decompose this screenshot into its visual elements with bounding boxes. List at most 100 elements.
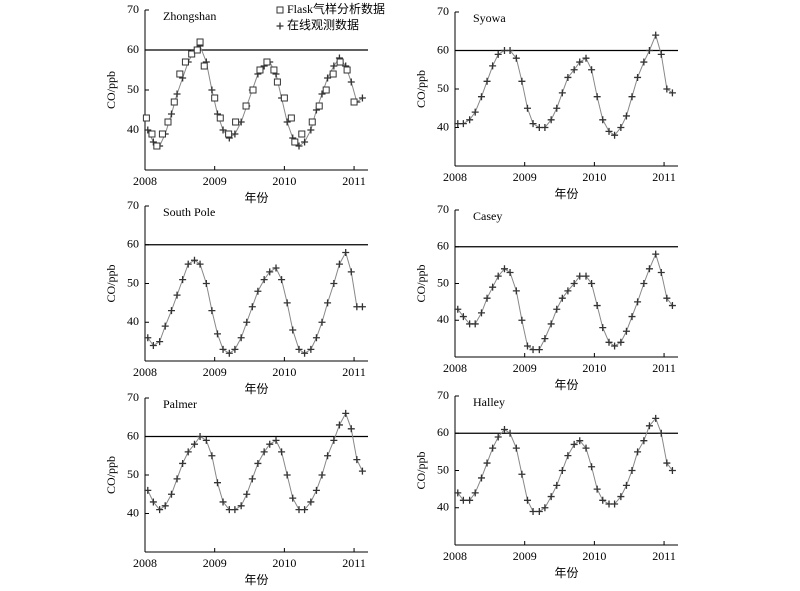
square-marker: [142, 114, 150, 122]
x-axis-label: 年份: [554, 566, 578, 580]
plus-marker: [564, 452, 572, 460]
plus-marker: [494, 433, 502, 441]
plus-marker: [529, 507, 537, 515]
plus-marker: [617, 124, 625, 131]
plus-marker: [283, 299, 291, 307]
plus-marker: [144, 126, 152, 134]
plus-marker: [260, 448, 268, 456]
plus-marker: [512, 54, 520, 62]
plus-marker: [149, 498, 157, 506]
y-axis-label: CO/ppb: [104, 264, 118, 302]
plus-marker: [564, 73, 572, 81]
y-axis-label: CO/ppb: [104, 71, 118, 109]
plus-marker: [347, 78, 355, 86]
x-tick-label: 2008: [443, 170, 467, 184]
panel-title: Casey: [473, 209, 502, 223]
plus-marker: [149, 342, 157, 349]
plus-marker: [617, 338, 625, 346]
plus-marker: [307, 498, 315, 506]
plus-marker: [483, 459, 491, 467]
x-tick-label: 2009: [513, 361, 537, 375]
y-axis-label: CO/ppb: [414, 451, 428, 489]
plus-marker: [668, 467, 676, 474]
plus-marker: [582, 272, 590, 280]
x-tick-label: 2010: [582, 170, 606, 184]
x-axis-label: 年份: [554, 187, 578, 201]
plus-marker: [558, 294, 566, 302]
plus-marker: [266, 268, 274, 276]
plus-marker: [657, 50, 665, 58]
plus-marker: [254, 287, 262, 295]
square-marker: [315, 102, 323, 110]
plus-marker: [335, 260, 343, 268]
x-tick-label: 2010: [582, 361, 606, 375]
y-tick-label: 40: [127, 122, 139, 136]
y-tick-label: 60: [437, 425, 449, 439]
plus-marker: [324, 452, 332, 460]
series-line: [147, 251, 363, 354]
plus-marker: [179, 276, 187, 284]
plus-marker: [645, 47, 653, 54]
x-tick-label: 2011: [342, 174, 366, 188]
plus-marker: [518, 316, 526, 324]
plus-marker: [330, 62, 338, 70]
plus-marker: [483, 294, 491, 302]
plus-marker: [640, 437, 648, 445]
legend-symbol: [276, 22, 284, 30]
plus-marker: [347, 268, 355, 276]
x-tick-label: 2009: [203, 174, 227, 188]
plus-marker: [173, 90, 181, 98]
square-marker: [329, 70, 337, 78]
square-marker: [188, 50, 196, 58]
square-marker: [263, 58, 271, 66]
plus-marker: [477, 474, 485, 482]
plus-marker: [628, 93, 636, 101]
plus-marker: [663, 294, 671, 302]
square-marker: [270, 66, 278, 74]
y-tick-label: 40: [127, 314, 139, 328]
x-tick-label: 2009: [203, 556, 227, 570]
plus-marker: [243, 490, 251, 498]
plus-marker: [471, 489, 479, 497]
plus-marker: [535, 346, 543, 354]
plus-marker: [272, 264, 280, 272]
square-marker: [343, 66, 351, 74]
square-marker: [164, 118, 172, 126]
plus-marker: [668, 302, 676, 310]
plus-marker: [459, 120, 467, 128]
plus-marker: [640, 58, 648, 66]
x-axis-label: 年份: [244, 573, 268, 587]
plus-marker: [570, 440, 578, 448]
y-tick-label: 50: [437, 81, 449, 95]
square-marker: [176, 70, 184, 78]
plus-marker: [506, 429, 514, 437]
plus-marker: [213, 479, 221, 487]
plus-marker: [358, 94, 366, 102]
plus-marker: [295, 142, 303, 150]
plus-marker: [605, 338, 613, 346]
plus-marker: [494, 272, 502, 280]
plus-marker: [628, 313, 636, 321]
y-tick-label: 40: [127, 505, 139, 519]
series-line: [457, 252, 673, 351]
plus-marker: [342, 409, 350, 417]
plus-marker: [599, 324, 607, 332]
plus-marker: [347, 425, 355, 433]
plus-marker: [254, 459, 262, 467]
y-tick-label: 60: [127, 237, 139, 251]
plus-marker: [278, 448, 286, 456]
plus-marker: [358, 467, 366, 475]
legend-label: Flask气样分析数据: [287, 1, 385, 16]
panel: 40 50 60 70 2008 2009 2010 2011 年份 CO/ppb Palmer: [104, 390, 368, 587]
plus-marker: [558, 467, 566, 474]
plus-marker: [167, 490, 175, 498]
y-tick-label: 50: [127, 82, 139, 96]
plus-marker: [173, 475, 181, 483]
plus-marker: [605, 127, 613, 135]
plus-marker: [611, 342, 619, 350]
plus-marker: [622, 327, 630, 335]
square-marker: [273, 78, 281, 86]
plus-marker: [535, 507, 543, 515]
plus-marker: [576, 437, 584, 445]
x-tick-label: 2010: [272, 365, 296, 379]
